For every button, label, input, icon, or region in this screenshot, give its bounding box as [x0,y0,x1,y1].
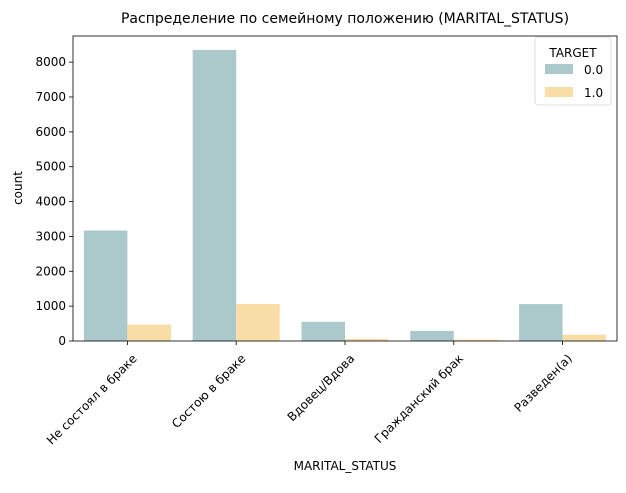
chart-title: Распределение по семейному положению (MA… [121,11,569,27]
y-tick-label: 6000 [35,125,66,139]
y-axis-label: count [11,171,25,205]
bar-series-0-cat-0 [83,230,128,341]
x-axis-ticks: Не состоял в браке Состою в браке Вдовец/В… [44,341,575,447]
x-tick-label: Гражданский брак [372,351,466,445]
legend-title: TARGET [548,46,597,60]
x-axis-label: MARITAL_STATUS [294,459,397,473]
bar-series-1-cat-1 [236,304,280,341]
legend: TARGET 0.0 1.0 [534,36,612,106]
legend-label-series-1: 1.0 [584,86,603,100]
x-tick-label: Вдовец/Вдова [285,351,358,424]
legend-label-series-0: 0.0 [584,63,603,77]
y-axis-ticks: 0 1000 2000 3000 4000 5000 6000 7000 8000 [35,55,73,348]
y-tick-label: 4000 [35,195,66,209]
y-tick-label: 7000 [35,90,66,104]
y-tick-label: 5000 [35,160,66,174]
bar-series-0-cat-3 [410,330,454,341]
bar-series-1-cat-4 [562,334,607,341]
y-tick-label: 2000 [35,264,66,278]
x-tick-label: Не состоял в браке [44,351,140,447]
y-tick-label: 1000 [35,299,66,313]
bar-series-1-cat-3 [453,339,498,341]
bar-series-0-cat-2 [301,321,345,341]
legend-swatch-series-1 [545,87,573,97]
bar-series-0-cat-1 [192,49,237,341]
legend-swatch-series-0 [545,64,573,74]
y-tick-label: 0 [58,334,66,348]
x-tick-label: Разведен(а) [512,351,575,414]
bar-series-1-cat-0 [127,324,171,341]
bars-layer [83,49,607,341]
plot-frame [72,35,618,342]
bar-series-0-cat-4 [519,304,563,341]
bar-series-1-cat-2 [345,338,389,341]
x-tick-label: Состою в браке [169,351,249,431]
y-tick-label: 8000 [35,55,66,69]
y-tick-label: 3000 [35,229,66,243]
